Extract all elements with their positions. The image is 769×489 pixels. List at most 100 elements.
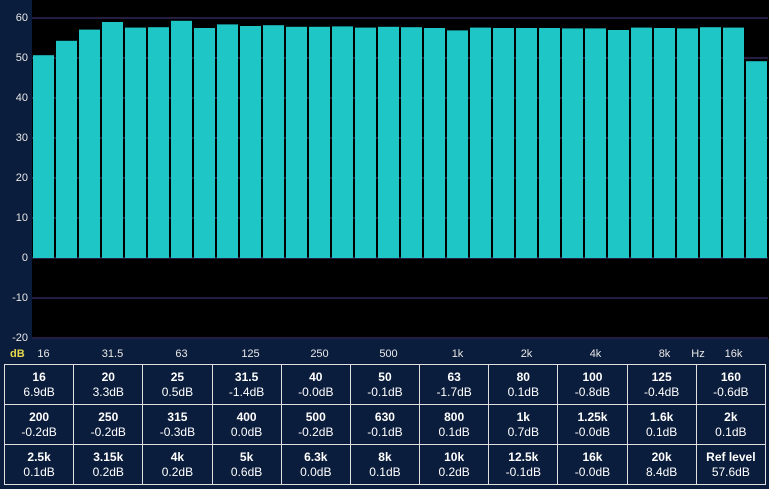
bar [171, 20, 192, 258]
band-name: 4k [170, 449, 185, 464]
bar [355, 27, 376, 258]
table-cell: Ref level 57.6dB [695, 444, 767, 485]
band-name: 63 [447, 369, 461, 384]
band-name: 1k [516, 409, 530, 424]
table-cell: 3.15k 0.2dB [73, 444, 144, 485]
y-tick-label: 20 [16, 172, 28, 184]
deviation-table: 16 6.9dB 20 3.3dB 25 0.5dB 31.5 -1.4dB 40 -0.0dB 5… [3, 364, 767, 485]
band-deviation: 0.0dB [300, 464, 332, 479]
band-name: 16k [582, 449, 603, 464]
band-name: 12.5k [508, 449, 539, 464]
y-tick-label: 0 [22, 252, 28, 264]
table-cell: 80 0.1dB [488, 364, 559, 405]
band-deviation: -0.1dB [367, 424, 403, 439]
x-tick-label: 1k [452, 348, 464, 360]
band-deviation: -0.0dB [298, 384, 334, 399]
band-deviation: -0.8dB [574, 384, 611, 399]
table-cell: 20k 8.4dB [626, 444, 697, 485]
band-deviation: -0.2dB [298, 424, 334, 439]
x-tick-label: 31.5 [102, 348, 123, 360]
bar [401, 27, 422, 259]
table-cell: 20 3.3dB [73, 364, 144, 405]
y-tick-label: 50 [16, 52, 28, 64]
band-name: 25 [170, 369, 185, 384]
band-deviation: 0.0dB [230, 424, 263, 439]
band-deviation: 0.1dB [369, 464, 401, 479]
x-tick-label: 2k [521, 348, 533, 360]
bar [102, 22, 123, 258]
table-cell: 50 -0.1dB [349, 364, 421, 405]
table-cell: 800 0.1dB [419, 404, 490, 445]
band-deviation: -0.2dB [21, 424, 57, 439]
band-deviation: -0.3dB [159, 424, 196, 439]
table-cell: 16k -0.0dB [557, 444, 628, 485]
band-name: 1.25k [577, 409, 608, 424]
bar [608, 30, 629, 258]
bar [631, 27, 652, 258]
band-name: 6.3k [304, 449, 328, 464]
band-deviation: 0.1dB [715, 424, 747, 439]
bar [148, 27, 169, 259]
bar [125, 27, 146, 258]
bar [33, 55, 54, 259]
bar [79, 29, 100, 258]
band-name: 630 [374, 409, 395, 424]
table-cell: 31.5 -1.4dB [211, 364, 282, 405]
table-cell: 500 -0.2dB [280, 404, 351, 445]
band-name: 20k [651, 449, 672, 464]
band-deviation: -0.2dB [90, 424, 126, 439]
table-cell: 5k 0.6dB [211, 444, 282, 485]
x-tick-label: 16k [725, 348, 743, 360]
table-cell: 315 -0.3dB [142, 404, 213, 445]
table-cell: 4k 0.2dB [142, 444, 213, 485]
y-tick-label: 10 [16, 212, 28, 224]
band-deviation: -0.0dB [574, 464, 611, 479]
table-cell: 630 -0.1dB [349, 404, 421, 445]
table-cell: 100 -0.8dB [557, 364, 628, 405]
band-deviation: 0.7dB [507, 424, 539, 439]
bar [332, 26, 353, 259]
y-tick-label: -20 [12, 332, 28, 344]
band-name: 10k [444, 449, 465, 464]
table-cell: 2k 0.1dB [695, 404, 767, 445]
y-unit: dB [10, 348, 25, 360]
band-deviation: 0.1dB [23, 464, 55, 479]
band-deviation: -1.4dB [228, 384, 265, 399]
band-deviation: 0.2dB [161, 464, 194, 479]
band-name: 800 [444, 409, 465, 424]
bar [585, 28, 606, 259]
table-cell: 8k 0.1dB [349, 444, 421, 485]
table-cell: 10k 0.2dB [419, 444, 490, 485]
table-row: 16 6.9dB 20 3.3dB 25 0.5dB 31.5 -1.4dB 40 -0.0dB 5… [3, 364, 767, 405]
bar [723, 27, 744, 258]
table-row: 200 -0.2dB 250 -0.2dB 315 -0.3dB 400 0.0dB 500 -0… [3, 404, 767, 445]
table-cell: 160 -0.6dB [695, 364, 767, 405]
x-tick-label: 16 [37, 348, 49, 360]
band-deviation: 0.1dB [438, 424, 470, 439]
band-deviation: 0.2dB [92, 464, 124, 479]
x-tick-label: 125 [241, 348, 259, 360]
x-tick-label: 4k [590, 348, 602, 360]
band-name: 1.6k [649, 409, 674, 424]
table-cell: 6.3k 0.0dB [280, 444, 351, 485]
table-cell: 63 -1.7dB [419, 364, 490, 405]
band-name: 40 [309, 369, 323, 384]
band-deviation: 0.1dB [507, 384, 539, 399]
bar [447, 30, 468, 259]
bar [539, 28, 560, 258]
bar [286, 26, 307, 258]
band-deviation: -0.0dB [574, 424, 611, 439]
band-deviation: -0.4dB [643, 384, 680, 399]
band-name: 100 [582, 369, 603, 384]
table-cell: 1.6k 0.1dB [626, 404, 697, 445]
band-deviation: 0.6dB [230, 464, 263, 479]
band-deviation: 57.6dB [711, 464, 750, 479]
band-name: 8k [378, 449, 392, 464]
band-deviation: -1.7dB [436, 384, 472, 399]
y-tick-label: 40 [16, 92, 28, 104]
bar [746, 61, 767, 259]
table-cell: 400 0.0dB [211, 404, 282, 445]
bar [654, 28, 675, 258]
bar [217, 24, 238, 259]
